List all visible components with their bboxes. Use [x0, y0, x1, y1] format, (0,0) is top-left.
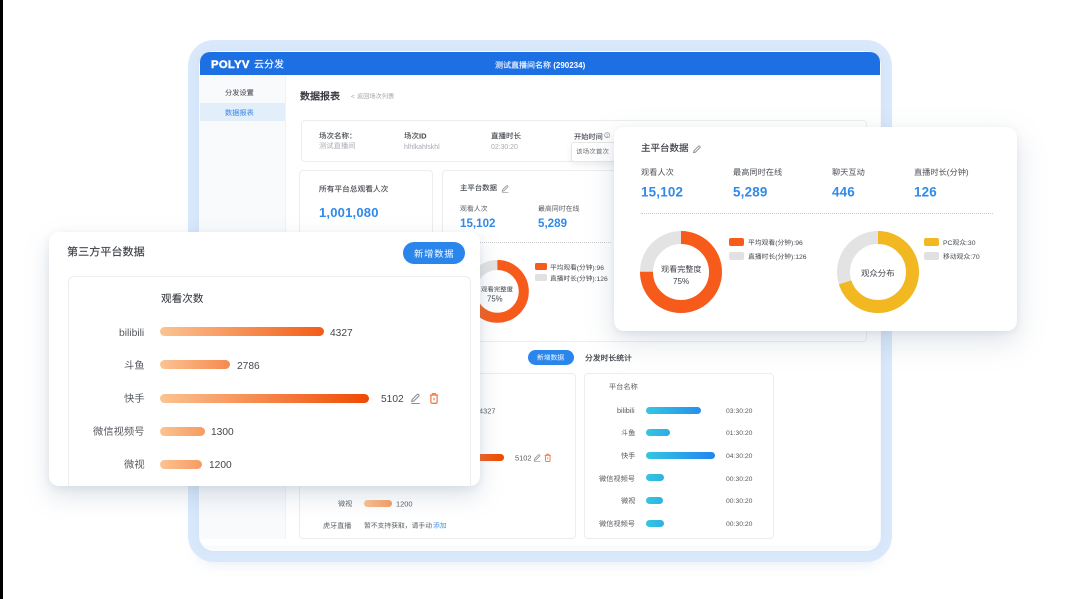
svg-text:4327: 4327: [479, 407, 495, 416]
svg-text:0: 0: [356, 205, 363, 220]
svg-text:0: 0: [337, 205, 344, 220]
svg-text:(: (: [775, 254, 778, 261]
svg-text:):126: ):126: [791, 254, 807, 261]
svg-text:ID: ID: [419, 132, 427, 141]
svg-text::30: :30: [966, 240, 976, 247]
svg-text:,: ,: [352, 205, 356, 220]
svg-text:00:30:20: 00:30:20: [726, 521, 753, 528]
svg-text:2786: 2786: [237, 361, 260, 372]
svg-text:0: 0: [371, 205, 378, 220]
svg-text:):126: ):126: [592, 276, 608, 283]
svg-text:bilibili: bilibili: [617, 406, 635, 415]
svg-text:<: <: [351, 94, 355, 101]
svg-text:4: 4: [840, 184, 848, 199]
svg-text:,: ,: [326, 205, 330, 220]
svg-text:1200: 1200: [396, 499, 412, 508]
svg-text:(: (: [775, 240, 778, 247]
svg-text:):96: ):96: [592, 264, 604, 271]
svg-text:4: 4: [832, 184, 840, 199]
svg-text::70: :70: [970, 254, 980, 261]
svg-text:03:30:20: 03:30:20: [726, 408, 753, 415]
svg-text:PC: PC: [943, 240, 953, 247]
svg-text:1: 1: [345, 205, 352, 220]
svg-text:(: (: [577, 264, 580, 271]
svg-text:5: 5: [648, 184, 656, 199]
svg-text:0: 0: [668, 184, 676, 199]
svg-text:15,102: 15,102: [460, 217, 495, 230]
svg-text:2: 2: [675, 184, 683, 199]
svg-text:75%: 75%: [673, 277, 689, 286]
svg-text:1300: 1300: [211, 427, 234, 438]
svg-text:):96: ):96: [791, 240, 803, 247]
svg-text:0: 0: [330, 205, 337, 220]
svg-text:POLYV: POLYV: [211, 59, 250, 71]
svg-text:6: 6: [929, 184, 937, 199]
svg-text:5102: 5102: [381, 394, 404, 405]
svg-text:75%: 75%: [487, 294, 503, 303]
svg-text:00:30:20: 00:30:20: [726, 476, 753, 483]
svg-text:00:30:20: 00:30:20: [726, 498, 753, 505]
svg-text:1: 1: [914, 184, 922, 199]
svg-text:9: 9: [760, 184, 768, 199]
svg-text:(290234): (290234): [553, 60, 585, 69]
svg-text:1: 1: [641, 184, 649, 199]
svg-text:8: 8: [363, 205, 370, 220]
svg-text:2: 2: [921, 184, 929, 199]
svg-text:hlhlkahlskhl: hlhlkahlskhl: [404, 144, 440, 151]
svg-text:01:30:20: 01:30:20: [726, 430, 753, 437]
svg-text:8: 8: [752, 184, 760, 199]
svg-text:bilibili: bilibili: [119, 328, 144, 339]
svg-text:4327: 4327: [330, 327, 353, 338]
svg-text:5102: 5102: [515, 453, 531, 462]
svg-text:): ): [966, 168, 969, 177]
svg-text:5: 5: [733, 184, 741, 199]
svg-text:5,289: 5,289: [538, 217, 568, 230]
svg-text:1200: 1200: [209, 460, 232, 471]
svg-text:,: ,: [656, 184, 660, 199]
svg-text:2: 2: [745, 184, 753, 199]
svg-text:02:30:20: 02:30:20: [491, 144, 518, 151]
svg-text:1: 1: [660, 184, 668, 199]
svg-text:,: ,: [741, 184, 745, 199]
svg-text:(: (: [577, 276, 580, 283]
svg-text:04:30:20: 04:30:20: [726, 453, 753, 460]
svg-text:(: (: [946, 168, 949, 177]
svg-text:1: 1: [319, 205, 326, 220]
svg-text:6: 6: [848, 184, 856, 199]
